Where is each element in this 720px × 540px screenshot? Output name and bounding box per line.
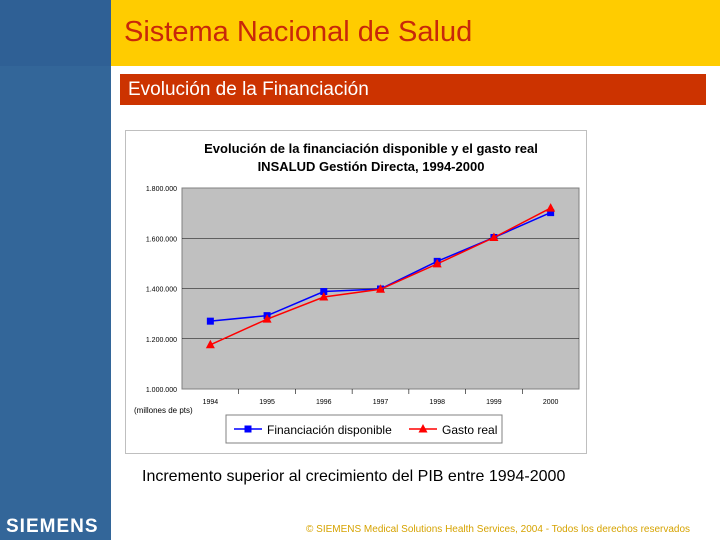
copyright-footer: © SIEMENS Medical Solutions Health Servi… bbox=[306, 524, 691, 535]
page-title: Sistema Nacional de Salud bbox=[124, 16, 473, 48]
section-bar bbox=[120, 74, 706, 105]
data-point-square bbox=[547, 209, 555, 217]
slide-caption: Incremento superior al crecimiento del P… bbox=[142, 468, 566, 485]
section-title: Evolución de la Financiación bbox=[128, 79, 369, 100]
legend-label-1: Financiación disponible bbox=[267, 423, 392, 437]
data-point-square bbox=[206, 317, 214, 325]
y-tick-label: 1.600.000 bbox=[146, 236, 177, 243]
chart-title: Evolución de la financiación disponible … bbox=[204, 141, 538, 156]
chart-subtitle: INSALUD Gestión Directa, 1994-2000 bbox=[258, 159, 485, 174]
x-tick-label: 2000 bbox=[543, 399, 559, 406]
left-sidebar-top bbox=[0, 0, 111, 66]
left-sidebar bbox=[0, 0, 111, 540]
y-unit-label: (millones de pts) bbox=[134, 406, 193, 415]
y-tick-label: 1.800.000 bbox=[146, 186, 177, 193]
data-point-triangle bbox=[489, 232, 499, 241]
y-tick-label: 1.400.000 bbox=[146, 287, 177, 294]
legend-marker-square bbox=[244, 425, 252, 433]
data-point-triangle bbox=[546, 203, 556, 212]
x-tick-label: 1997 bbox=[373, 399, 389, 406]
legend-marker-triangle bbox=[418, 424, 428, 433]
x-tick-label: 1996 bbox=[316, 399, 332, 406]
data-point-triangle bbox=[205, 339, 215, 349]
chart-container: Evolución de la financiación disponible … bbox=[125, 130, 587, 454]
line-chart: Evolución de la financiación disponible … bbox=[134, 141, 580, 444]
data-point-triangle bbox=[376, 284, 385, 293]
y-tick-label: 1.000.000 bbox=[146, 387, 177, 394]
y-tick-label: 1.200.000 bbox=[146, 337, 177, 344]
x-tick-label: 1998 bbox=[429, 399, 445, 406]
legend-box bbox=[225, 414, 503, 444]
data-point-square bbox=[320, 288, 328, 296]
x-tick-label: 1999 bbox=[486, 399, 502, 406]
data-point-triangle bbox=[432, 258, 442, 268]
data-point-triangle bbox=[262, 314, 272, 323]
x-tick-label: 1994 bbox=[203, 399, 219, 406]
siemens-logo: SIEMENS bbox=[6, 516, 99, 537]
title-bar bbox=[111, 0, 720, 66]
data-point-triangle bbox=[319, 292, 329, 301]
x-tick-label: 1995 bbox=[259, 399, 275, 406]
legend-label-2: Gasto real bbox=[442, 423, 497, 437]
